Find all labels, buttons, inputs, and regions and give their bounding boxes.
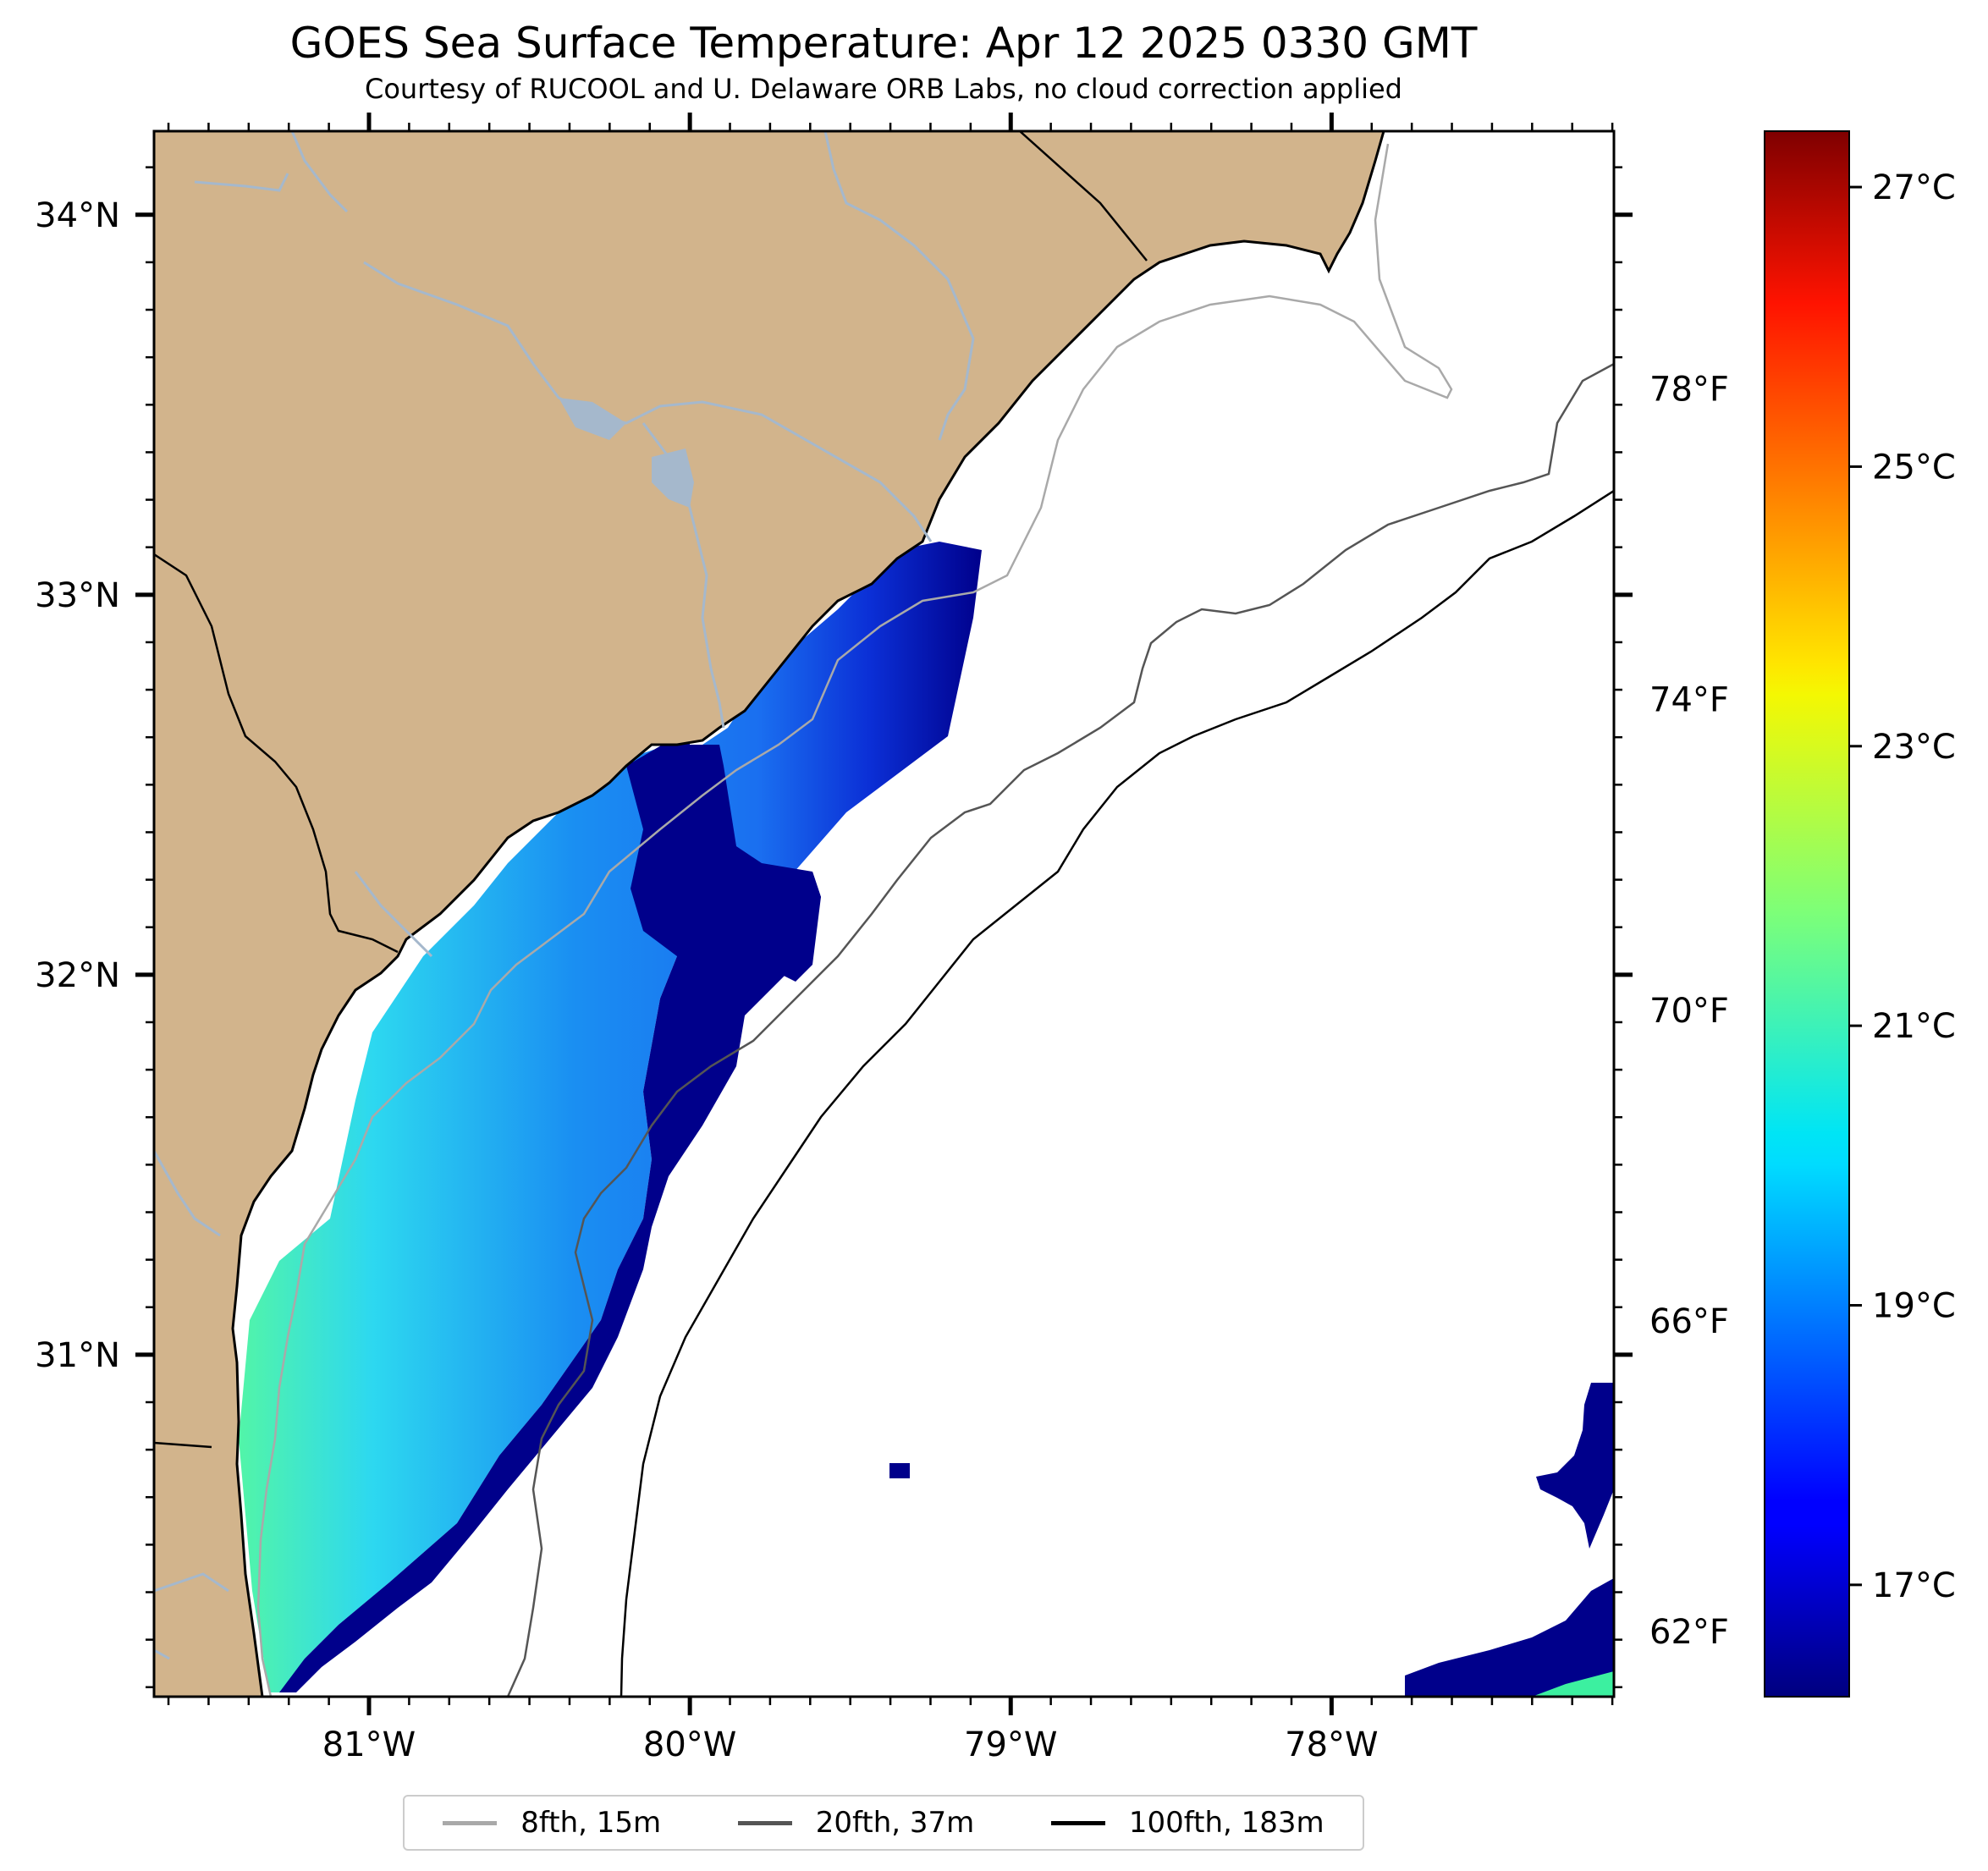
lake-marion xyxy=(559,398,626,440)
lon-tick-label: 79°W xyxy=(964,1725,1057,1764)
lat-tick-label: 33°N xyxy=(35,576,120,615)
map-subtitle: Courtesy of RUCOOL and U. Delaware ORB L… xyxy=(365,73,1402,105)
colorbar-tick-label: 23°C xyxy=(1872,728,1956,767)
colorbar-tick-label: 17°C xyxy=(1872,1566,1956,1605)
lon-tick-label: 81°W xyxy=(322,1725,416,1764)
sst-cold-edge xyxy=(279,736,821,1692)
map-panel xyxy=(154,131,1614,1697)
sst-cold-patch-offshore xyxy=(762,872,821,982)
legend-swatch-8fth xyxy=(443,1820,498,1825)
lat-tick-label: 32°N xyxy=(35,956,120,995)
sst-cold-speck xyxy=(889,1463,910,1478)
colorbar xyxy=(1764,130,1850,1698)
lat-tick-label: 31°N xyxy=(35,1336,120,1375)
fahrenheit-tick-label: 70°F xyxy=(1649,992,1729,1031)
legend-swatch-20fth xyxy=(737,1820,792,1825)
legend-label-20fth: 20fth, 37m xyxy=(815,1806,975,1840)
fahrenheit-tick-label: 66°F xyxy=(1649,1302,1729,1341)
sst-warm-sliver-se xyxy=(1532,1671,1614,1697)
lat-tick-label: 34°N xyxy=(35,196,120,235)
map-title: GOES Sea Surface Temperature: Apr 12 202… xyxy=(290,19,1478,68)
colorbar-tick-label: 21°C xyxy=(1872,1007,1956,1046)
colorbar-ticks: 27°C 25°C 23°C 21°C 19°C 17°C xyxy=(1849,168,1956,1605)
legend-item-20fth: 20fth, 37m xyxy=(737,1806,975,1840)
legend-item-100fth: 100fth, 183m xyxy=(1050,1806,1324,1840)
state-boundary-nc-sc xyxy=(1019,131,1148,261)
lon-tick-label: 80°W xyxy=(643,1725,736,1764)
isobath-20fth xyxy=(506,362,1614,1697)
state-boundary-sc-ga xyxy=(154,553,399,954)
colorbar-tick-label: 19°C xyxy=(1872,1287,1956,1326)
map-axis-ticks: 34°N 33°N 32°N 31°N 81°W 80°W 79°W 78°W 78°F 74°F… xyxy=(35,113,1729,1764)
fahrenheit-tick-label: 62°F xyxy=(1649,1613,1729,1652)
lon-tick-label: 78°W xyxy=(1285,1725,1378,1764)
isobath-legend: 8fth, 15m 20fth, 37m 100fth, 183m xyxy=(403,1795,1364,1851)
legend-label-8fth: 8fth, 15m xyxy=(520,1806,662,1840)
land-mass xyxy=(154,131,1385,1697)
sst-cold-patch-se1 xyxy=(1536,1383,1614,1549)
isobath-8fth xyxy=(256,143,1453,1697)
fahrenheit-tick-label: 74°F xyxy=(1649,681,1729,720)
isobath-100fth xyxy=(620,489,1614,1697)
sst-nearshore-field xyxy=(239,542,982,1692)
colorbar-tick-label: 25°C xyxy=(1872,448,1956,487)
fahrenheit-tick-label: 78°F xyxy=(1649,371,1729,410)
sst-cold-patch-se2 xyxy=(1405,1578,1614,1697)
lake-moultrie xyxy=(652,448,694,508)
legend-label-100fth: 100fth, 183m xyxy=(1128,1806,1324,1840)
colorbar-tick-label: 27°C xyxy=(1872,168,1956,207)
legend-swatch-100fth xyxy=(1050,1820,1105,1825)
map-frame xyxy=(152,129,1616,1698)
state-boundary-ga-fl xyxy=(154,1441,212,1449)
legend-item-8fth: 8fth, 15m xyxy=(443,1806,661,1840)
